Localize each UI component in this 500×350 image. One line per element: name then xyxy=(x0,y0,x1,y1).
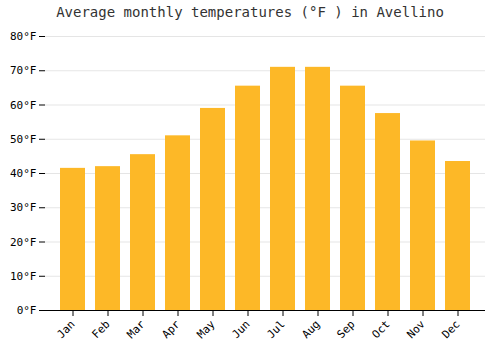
svg-text:60°F: 60°F xyxy=(10,99,37,112)
svg-text:Dec: Dec xyxy=(439,318,462,341)
svg-text:Nov: Nov xyxy=(404,317,428,341)
svg-text:10°F: 10°F xyxy=(10,270,37,283)
svg-text:80°F: 80°F xyxy=(10,30,37,43)
svg-text:70°F: 70°F xyxy=(10,64,37,77)
svg-text:Mar: Mar xyxy=(124,317,148,341)
svg-text:May: May xyxy=(194,317,218,341)
svg-text:40°F: 40°F xyxy=(10,167,37,180)
svg-text:Oct: Oct xyxy=(369,318,392,341)
svg-text:Sep: Sep xyxy=(334,318,357,341)
svg-text:Jul: Jul xyxy=(264,318,287,341)
svg-text:Apr: Apr xyxy=(159,317,183,341)
svg-text:Feb: Feb xyxy=(89,318,112,341)
svg-text:Jun: Jun xyxy=(229,318,252,341)
svg-text:Jan: Jan xyxy=(54,318,77,341)
svg-text:20°F: 20°F xyxy=(10,236,37,249)
svg-text:0°F: 0°F xyxy=(17,304,37,317)
svg-text:50°F: 50°F xyxy=(10,133,37,146)
svg-text:Aug: Aug xyxy=(299,318,322,341)
svg-text:30°F: 30°F xyxy=(10,201,37,214)
html-text:Average monthly temperatures (: Average monthly temperatures (°F ) in Av… xyxy=(56,4,444,20)
